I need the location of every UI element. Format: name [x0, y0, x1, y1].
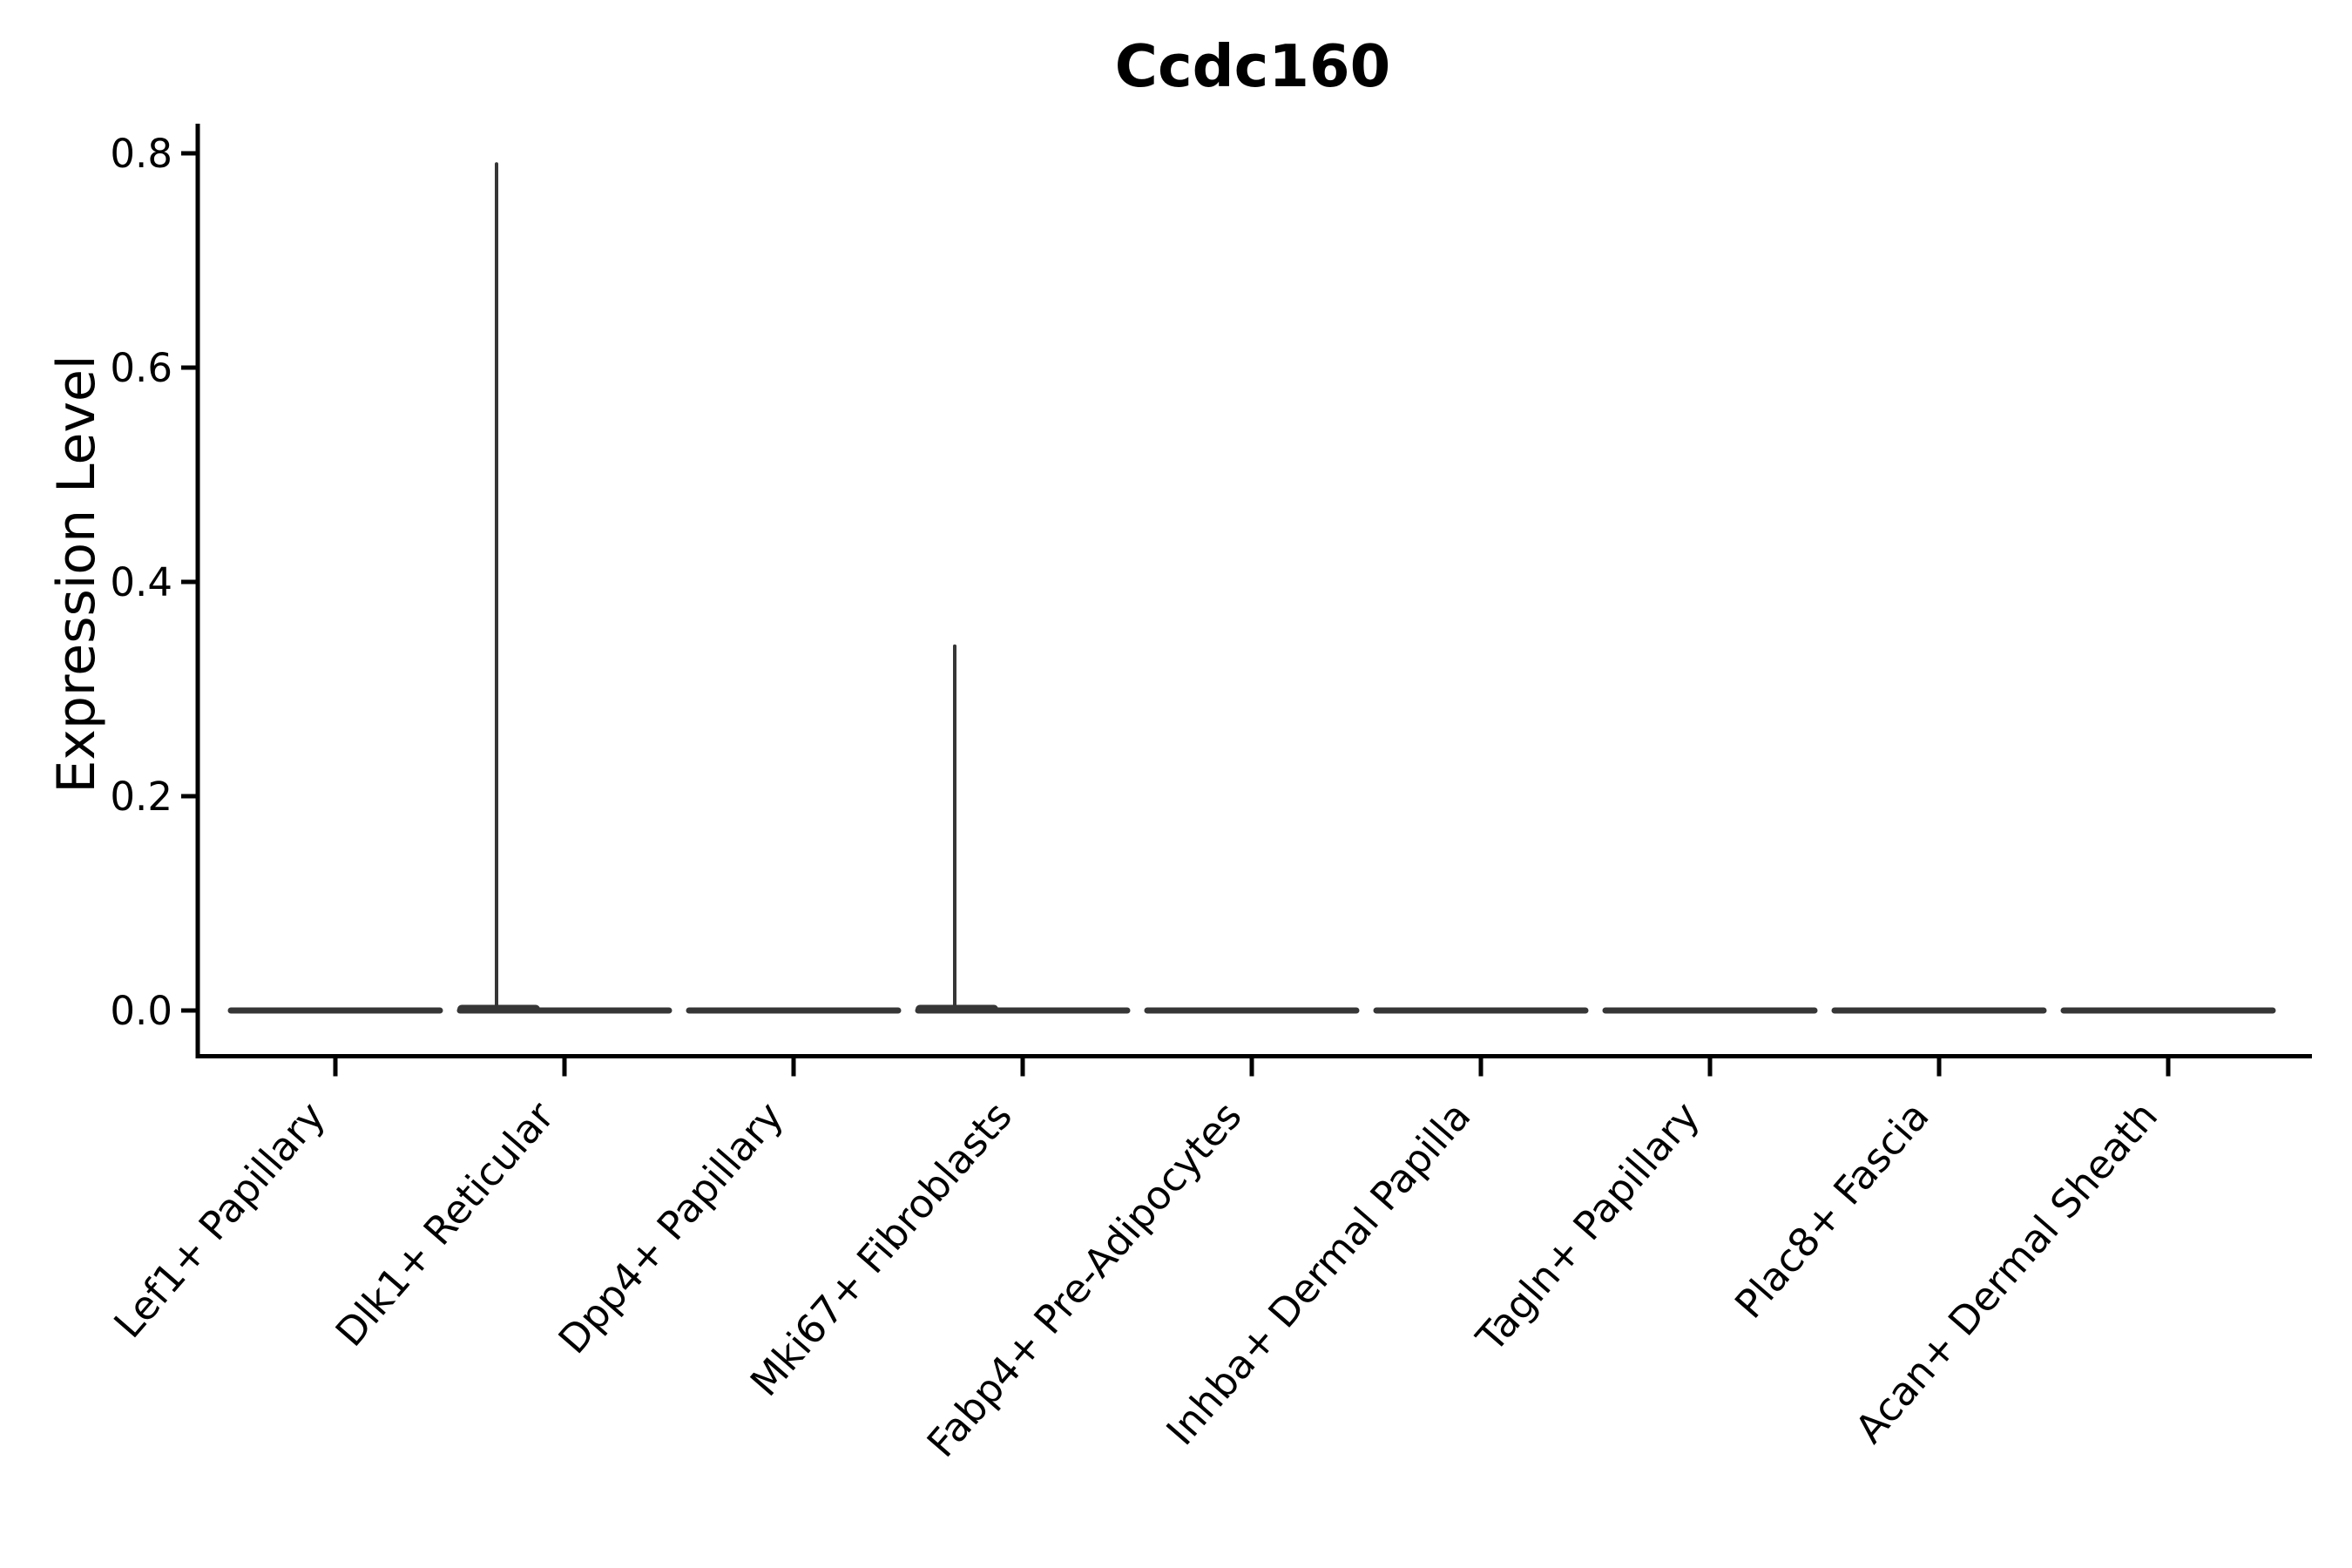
- y-axis-label: Expression Level: [46, 355, 107, 794]
- chart-title: Ccdc160: [1114, 32, 1391, 100]
- y-tick-label: 0.0: [110, 988, 172, 1034]
- y-tick-label: 0.6: [110, 345, 172, 391]
- y-tick-label: 0.2: [110, 774, 172, 820]
- y-tick-label: 0.4: [110, 559, 172, 605]
- y-tick-label: 0.8: [110, 131, 172, 177]
